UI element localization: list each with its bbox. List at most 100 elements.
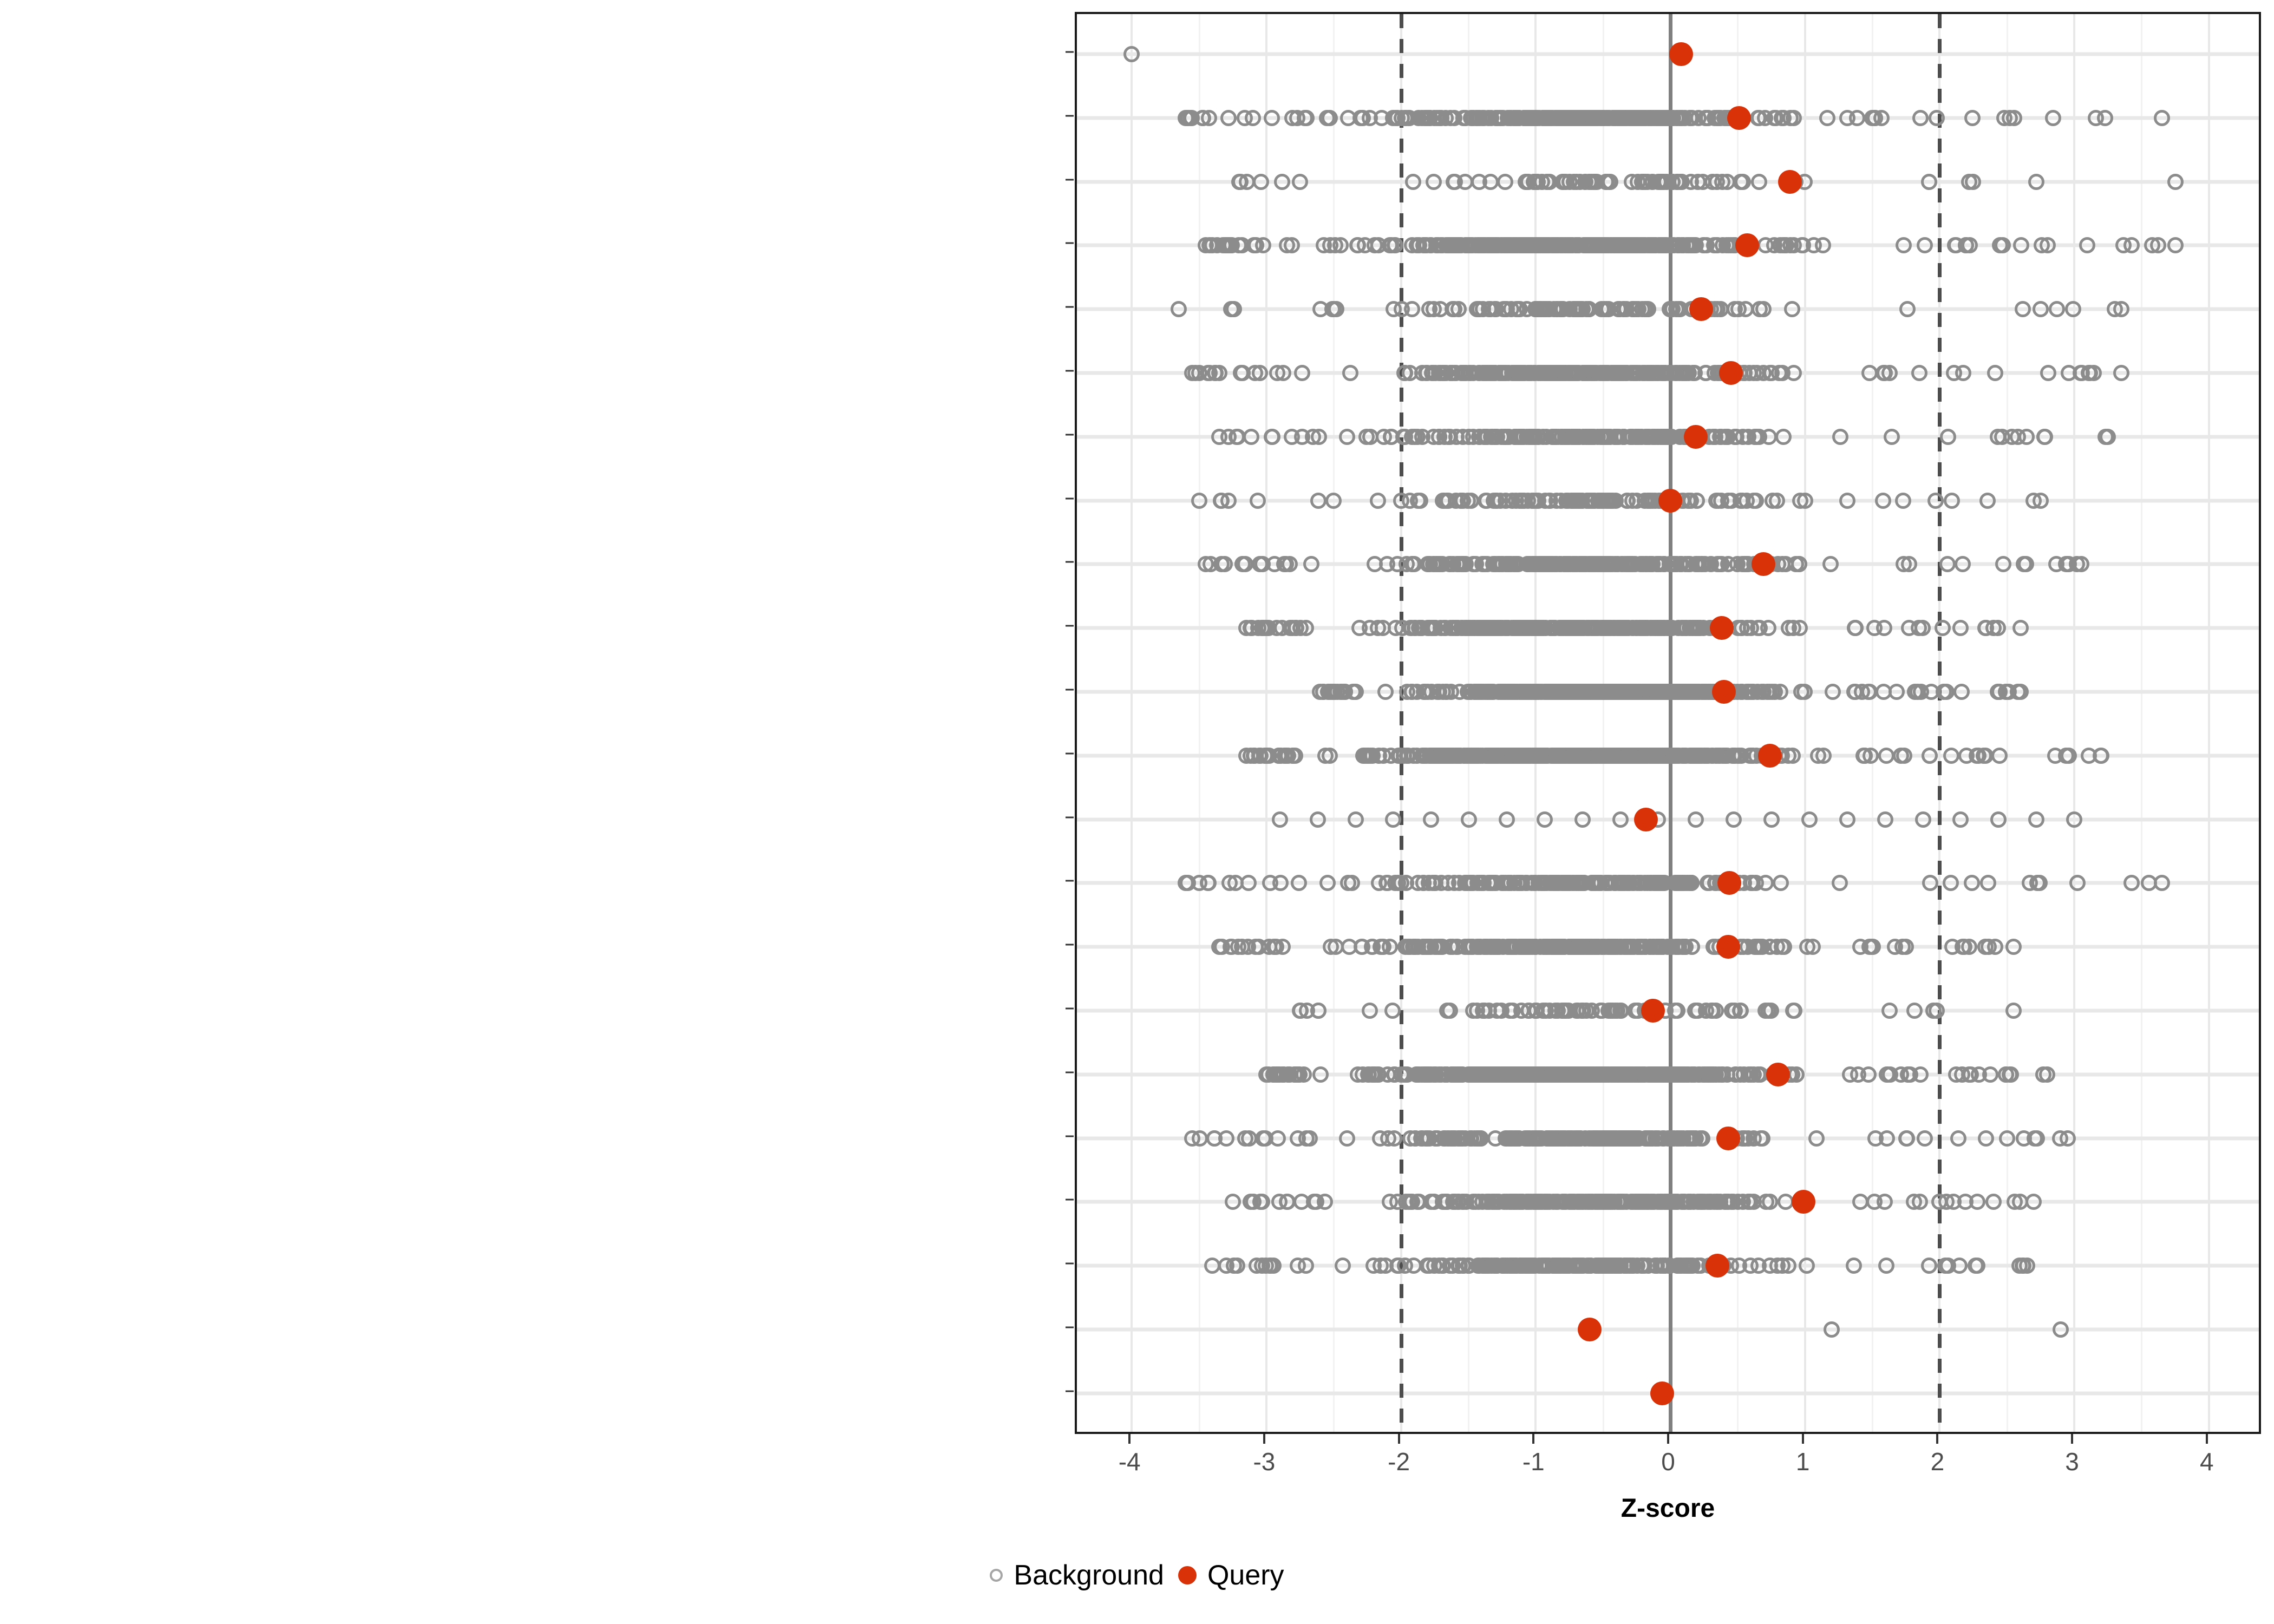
- background-point: [1668, 109, 1684, 126]
- background-point: [2113, 365, 2130, 381]
- background-point: [1847, 620, 1864, 637]
- background-point: [1421, 301, 1437, 318]
- background-point: [1762, 1194, 1779, 1210]
- background-point: [1461, 811, 1478, 828]
- background-point: [2153, 875, 2170, 892]
- background-point: [1863, 939, 1880, 955]
- background-point: [1766, 109, 1782, 126]
- background-point: [1408, 1066, 1425, 1083]
- background-point: [1240, 875, 1257, 892]
- background-point: [1861, 684, 1878, 700]
- background-point: [2005, 939, 2022, 955]
- background-point: [1361, 1003, 1378, 1019]
- background-point: [2123, 875, 2140, 892]
- y-axis-tick: [1066, 179, 1074, 181]
- background-point: [1929, 109, 1945, 126]
- horizontal-gridline: [1077, 52, 2259, 56]
- background-point: [1251, 365, 1268, 381]
- background-point: [1332, 237, 1349, 254]
- background-point: [1943, 492, 1960, 509]
- background-point: [1352, 109, 1369, 126]
- background-point: [1707, 428, 1723, 445]
- background-point: [1749, 620, 1766, 637]
- background-point: [1912, 109, 1929, 126]
- background-point: [1289, 1130, 1306, 1147]
- background-point: [1478, 365, 1495, 381]
- background-point: [2036, 428, 2053, 445]
- background-point: [1292, 1003, 1309, 1019]
- background-point: [1425, 173, 1442, 190]
- background-point: [1920, 173, 1937, 190]
- vertical-gridline-minor: [1602, 14, 1604, 1432]
- background-point: [2012, 684, 2029, 700]
- y-axis-tick: [1066, 625, 1074, 627]
- background-point: [1706, 1066, 1722, 1083]
- background-point: [1975, 747, 1992, 764]
- background-point: [1612, 811, 1629, 828]
- background-point: [1609, 109, 1626, 126]
- background-point: [2059, 1130, 2076, 1147]
- background-point: [1461, 1066, 1478, 1083]
- background-point: [1675, 1194, 1692, 1210]
- background-point: [1390, 747, 1407, 764]
- background-point: [1258, 1066, 1275, 1083]
- background-point: [1985, 1194, 2002, 1210]
- background-point: [1589, 1130, 1606, 1147]
- y-axis-tick: [1066, 306, 1074, 308]
- background-point: [1462, 747, 1479, 764]
- background-point: [1338, 1130, 1355, 1147]
- background-point: [1793, 684, 1810, 700]
- background-point: [1598, 173, 1614, 190]
- background-point: [1737, 301, 1754, 318]
- background-point: [2033, 301, 2049, 318]
- background-point: [1191, 492, 1207, 509]
- vertical-gridline: [2073, 14, 2076, 1432]
- background-point: [1273, 173, 1290, 190]
- background-point: [1499, 811, 1515, 828]
- background-point: [1544, 428, 1561, 445]
- background-point: [1531, 1130, 1548, 1147]
- background-point: [2005, 1003, 2022, 1019]
- background-point: [1690, 173, 1707, 190]
- background-point: [1403, 556, 1420, 573]
- background-point: [1543, 109, 1560, 126]
- background-point: [1888, 684, 1905, 700]
- background-point: [1536, 811, 1553, 828]
- background-point: [1877, 811, 1893, 828]
- background-point: [1979, 875, 1996, 892]
- background-point: [1824, 684, 1841, 700]
- background-point: [1962, 1066, 1979, 1083]
- background-point: [1535, 301, 1552, 318]
- y-axis-tick: [1066, 497, 1074, 500]
- background-point: [1639, 237, 1656, 254]
- background-point: [2079, 237, 2095, 254]
- threshold-line: [1938, 14, 1942, 1432]
- background-point: [1634, 620, 1651, 637]
- background-point: [1990, 811, 2007, 828]
- background-point: [1305, 1194, 1322, 1210]
- background-point: [1952, 620, 1969, 637]
- background-point: [1997, 1066, 2014, 1083]
- y-axis-tick: [1066, 1262, 1074, 1265]
- background-point: [1218, 1130, 1234, 1147]
- background-point: [2033, 237, 2050, 254]
- y-axis-tick: [1066, 1071, 1074, 1073]
- background-point: [1403, 684, 1420, 700]
- background-point: [1739, 492, 1755, 509]
- background-point: [1624, 492, 1641, 509]
- background-point: [1654, 173, 1670, 190]
- background-point: [1878, 1130, 1895, 1147]
- background-point: [1747, 875, 1764, 892]
- vertical-gridline: [1265, 14, 1267, 1432]
- background-point: [1799, 1258, 1815, 1274]
- background-point: [1603, 237, 1620, 254]
- background-point: [1624, 556, 1641, 573]
- y-axis-tick: [1066, 242, 1074, 244]
- background-point: [1935, 620, 1951, 637]
- background-point: [1791, 556, 1807, 573]
- background-point: [1291, 875, 1308, 892]
- background-point: [2097, 109, 2114, 126]
- background-point: [1714, 173, 1730, 190]
- background-point: [2039, 1066, 2056, 1083]
- background-point: [1808, 1130, 1825, 1147]
